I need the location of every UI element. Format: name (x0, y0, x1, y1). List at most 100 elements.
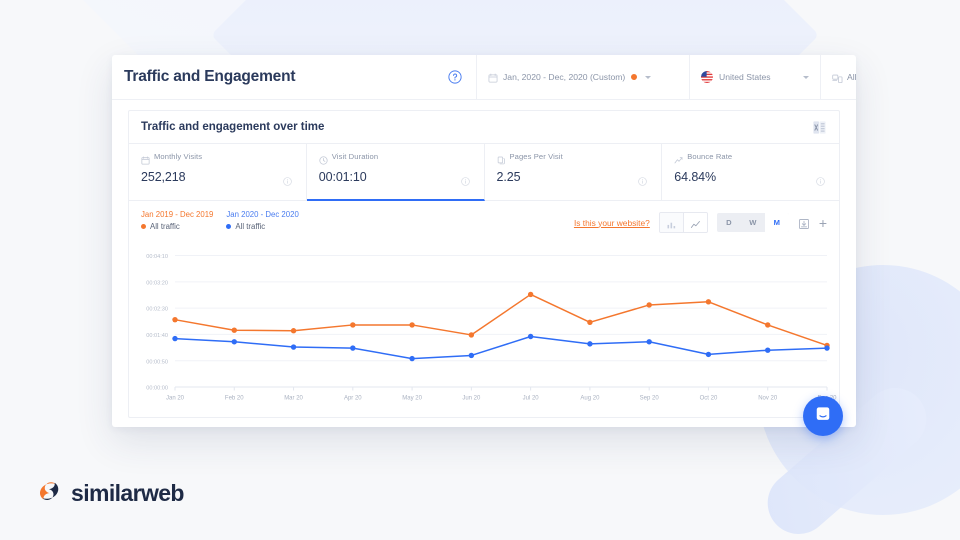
metric-value: 2.25 (496, 170, 521, 184)
granularity-day[interactable]: D (726, 218, 732, 227)
us-flag-icon (701, 71, 713, 83)
chart-data-point[interactable] (765, 322, 771, 328)
chart-data-point[interactable] (350, 345, 356, 351)
country-filter[interactable]: United States (690, 55, 821, 99)
chart-data-point[interactable] (290, 344, 297, 350)
chart-data-point[interactable] (587, 319, 593, 326)
metric-card-bounce-rate[interactable]: Bounce Rate 64.84% (662, 144, 839, 200)
metric-card-monthly-visits[interactable]: Monthly Visits 252,218 (129, 144, 307, 200)
legend-color-dot (141, 224, 146, 229)
is-this-your-website-link[interactable]: Is this your website? (573, 217, 650, 228)
chart-type-toggle (658, 212, 708, 233)
chart-data-point[interactable] (527, 333, 534, 340)
chart-x-tick-label: Oct 20 (700, 396, 718, 402)
chart-data-point[interactable] (527, 291, 534, 298)
chart-x-tick-label: Sep 20 (640, 396, 660, 402)
chart-y-tick-label: 00:03:20 (146, 280, 168, 286)
chart-y-tick-label: 00:02:30 (146, 307, 168, 313)
chart-data-point[interactable] (765, 347, 771, 353)
chart-data-point[interactable] (646, 302, 652, 308)
metric-header: Pages Per Visit (497, 152, 650, 165)
info-icon[interactable] (460, 173, 470, 186)
line-chart-icon[interactable] (683, 213, 707, 232)
metric-label: Visit Duration (331, 152, 379, 161)
page-title: Traffic and Engagement (124, 68, 296, 85)
chart-x-tick-label: Feb 20 (225, 396, 244, 402)
devices-icon (832, 73, 843, 83)
info-icon[interactable] (638, 173, 648, 186)
bar-chart-icon[interactable] (659, 213, 684, 232)
metric-header: Bounce Rate (674, 152, 827, 164)
chart-toolbar-row: Jan 2019 - Dec 2019 All traffic Jan 2020… (129, 201, 839, 233)
legend-series-label: All traffic (150, 222, 180, 231)
chart-data-point[interactable] (468, 332, 475, 338)
metric-card-pages-per-visit[interactable]: Pages Per Visit 2.25 (485, 144, 663, 200)
chart-data-point[interactable] (290, 328, 297, 334)
legend-item[interactable]: Jan 2020 - Dec 2020 All traffic (226, 210, 299, 231)
legend-range-label: Jan 2019 - Dec 2019 (141, 210, 214, 219)
trend-icon (674, 152, 683, 164)
panel-title: Traffic and engagement over time (141, 121, 325, 133)
metric-label: Pages Per Visit (509, 152, 563, 161)
chart-y-tick-label: 00:04:10 (146, 254, 168, 260)
metrics-row: Monthly Visits 252,218 Visit Duration (129, 144, 839, 201)
metric-label: Monthly Visits (154, 152, 203, 161)
legend-color-dot (226, 224, 232, 229)
question-circle-icon[interactable] (448, 70, 462, 84)
chart-data-point[interactable] (409, 355, 415, 362)
info-icon[interactable] (282, 173, 292, 186)
similarweb-wordmark: similarweb (71, 480, 184, 506)
metric-label: Bounce Rate (687, 152, 733, 161)
chevron-down-icon[interactable] (645, 75, 652, 79)
line-chart-plot[interactable]: 00:00:00 00:00:50 00:01:40 00:02:30 00:03:20… (129, 237, 839, 407)
metric-value-row: 64.84% (674, 170, 827, 186)
date-range-filter[interactable]: Jan, 2020 - Dec, 2020 (Custom) (477, 55, 690, 99)
chart-area: Jan 2019 - Dec 2019 All traffic Jan 2020… (129, 201, 839, 419)
pages-icon (497, 152, 506, 165)
chart-x-tick-label: Jun 20 (462, 396, 481, 402)
chart-data-point[interactable] (350, 322, 356, 328)
plus-icon[interactable]: + (818, 214, 827, 231)
chart-data-point[interactable] (172, 316, 178, 323)
info-icon[interactable] (816, 173, 825, 186)
legend-item[interactable]: Jan 2019 - Dec 2019 All traffic (141, 210, 213, 231)
metric-header: Monthly Visits (141, 152, 294, 165)
download-icon[interactable] (798, 217, 810, 229)
page-title-cell: Traffic and Engagement (112, 55, 477, 99)
chart-series (172, 291, 830, 349)
chart-svg: 00:00:00 00:00:50 00:01:40 00:02:30 00:03:20… (146, 254, 837, 402)
metric-value-row: 252,218 (141, 170, 294, 186)
granularity-toggle: D W M (716, 213, 789, 232)
calendar-icon (141, 152, 150, 165)
chart-data-point[interactable] (646, 339, 652, 345)
chart-data-point[interactable] (231, 327, 237, 333)
metric-card-visit-duration[interactable]: Visit Duration 00:01:10 (306, 144, 485, 201)
chart-x-tick-label: Mar 20 (284, 396, 303, 402)
granularity-month[interactable]: M (764, 213, 789, 232)
chart-data-point[interactable] (705, 299, 712, 305)
chart-data-point[interactable] (231, 339, 237, 345)
legend-series: All traffic (226, 222, 298, 231)
chart-data-point[interactable] (587, 341, 593, 347)
chart-series-line (174, 335, 828, 360)
chart-data-point[interactable] (824, 345, 830, 351)
chart-series-line (174, 293, 828, 347)
metric-value: 252,218 (141, 170, 186, 184)
chart-data-point[interactable] (705, 351, 712, 358)
chevron-down-icon[interactable] (803, 75, 809, 79)
excel-export-icon[interactable] (812, 120, 827, 135)
clock-icon (319, 152, 328, 165)
chart-x-tick-label: Nov 20 (758, 396, 778, 402)
chart-series (172, 333, 830, 362)
metric-value-row: 2.25 (496, 170, 650, 186)
metric-value: 64.84% (674, 170, 717, 184)
chart-data-point[interactable] (172, 335, 178, 342)
traffic-source-filter[interactable]: All traffic (821, 55, 856, 99)
similarweb-logo: similarweb (36, 478, 184, 509)
chat-launcher-button[interactable] (803, 396, 843, 436)
traffic-engagement-panel: Traffic and engagement over time Monthly… (128, 110, 840, 418)
chart-data-point[interactable] (468, 352, 475, 359)
legend-series: All traffic (141, 222, 213, 231)
granularity-week[interactable]: W (749, 218, 757, 227)
chart-data-point[interactable] (409, 322, 415, 328)
